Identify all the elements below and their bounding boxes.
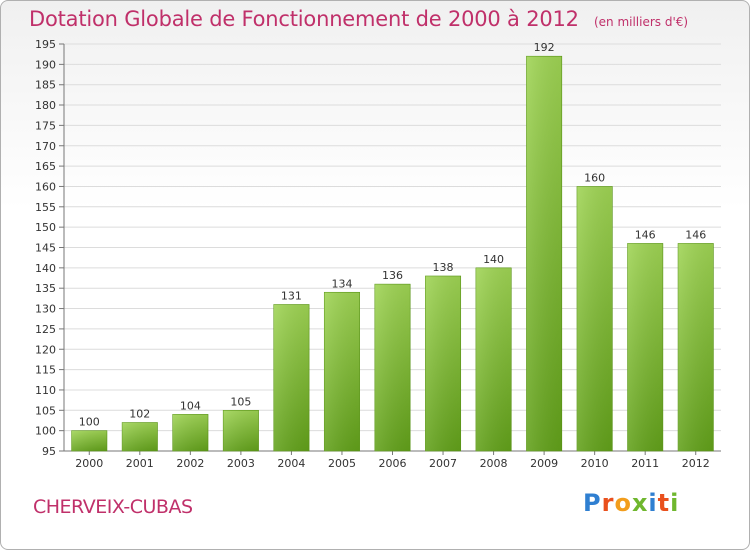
y-tick-label: 135: [35, 282, 56, 295]
logo-letter: t: [657, 489, 671, 517]
x-tick-label-2000: 2000: [75, 457, 103, 470]
x-tick-label-2001: 2001: [126, 457, 154, 470]
x-tick-label-2005: 2005: [328, 457, 356, 470]
x-tick-label-2003: 2003: [227, 457, 255, 470]
value-label-2008: 140: [483, 253, 504, 266]
logo-letter: P: [583, 489, 602, 517]
y-tick-label: 100: [35, 425, 56, 438]
value-label-2004: 131: [281, 289, 302, 302]
y-tick-label: 130: [35, 303, 56, 316]
logo-letter: i: [648, 489, 658, 517]
chart-title: Dotation Globale de Fonctionnement de 20…: [29, 7, 579, 31]
x-tick-label-2012: 2012: [682, 457, 710, 470]
bar-shade-2012: [678, 243, 714, 451]
value-label-2006: 136: [382, 269, 403, 282]
y-tick-label: 120: [35, 343, 56, 356]
bar-shade-2004: [273, 304, 310, 451]
y-tick-label: 170: [35, 140, 56, 153]
y-tick-label: 125: [35, 323, 56, 336]
value-label-2011: 146: [635, 228, 656, 241]
x-tick-label-2004: 2004: [277, 457, 305, 470]
value-label-2007: 138: [433, 261, 454, 274]
x-tick-label-2009: 2009: [530, 457, 558, 470]
value-label-2010: 160: [584, 171, 605, 184]
bar-shade-2009: [526, 56, 562, 452]
value-label-2005: 134: [331, 277, 352, 290]
bar-layer: [71, 55, 714, 452]
logo-letter: r: [601, 489, 615, 517]
x-tick-label-2008: 2008: [480, 457, 508, 470]
bar-shade-2006: [374, 284, 411, 451]
bar-shade-2002: [172, 414, 209, 451]
y-tick-label: 190: [35, 58, 56, 71]
y-tick-label: 110: [35, 384, 56, 397]
bar-shade-2011: [627, 243, 663, 451]
logo-letter: i: [670, 489, 680, 517]
bar-shade-2001: [122, 422, 158, 451]
bar-shade-2003: [223, 410, 259, 451]
bar-shade-2005: [324, 292, 360, 451]
proxiti-logo: Proxiti: [583, 489, 679, 517]
y-tick-label: 155: [35, 201, 56, 214]
bar-shade-2008: [475, 267, 512, 451]
y-tick-label: 180: [35, 99, 56, 112]
y-tick-label: 140: [35, 262, 56, 275]
bar-shade-2000: [71, 430, 107, 451]
y-tick-label: 165: [35, 160, 56, 173]
value-label-2009: 192: [534, 41, 555, 54]
y-tick-label: 195: [35, 38, 56, 51]
x-tick-label-2006: 2006: [379, 457, 407, 470]
y-tick-label: 175: [35, 119, 56, 132]
y-tick-label: 160: [35, 180, 56, 193]
label-layer: 100 102 104 105 131 134 136 138 140 192 160 146 146: [79, 41, 706, 428]
y-tick-label: 115: [35, 364, 56, 377]
x-tick-label-2002: 2002: [176, 457, 204, 470]
logo-letter: x: [631, 489, 649, 517]
x-tick-label-2011: 2011: [631, 457, 659, 470]
value-label-2000: 100: [79, 416, 100, 429]
logo-letter: o: [614, 489, 632, 517]
y-tick-label: 95: [42, 445, 56, 458]
commune-name: CHERVEIX-CUBAS: [33, 496, 193, 518]
bar-shade-2007: [425, 275, 461, 451]
y-tick-label: 145: [35, 242, 56, 255]
bar-shade-2010: [576, 186, 613, 451]
y-tick-label: 105: [35, 404, 56, 417]
x-tick-label-2010: 2010: [581, 457, 609, 470]
value-label-2003: 105: [230, 395, 251, 408]
y-tick-label: 185: [35, 79, 56, 92]
value-label-2012: 146: [685, 228, 706, 241]
title-block: Dotation Globale de Fonctionnement de 20…: [29, 7, 688, 31]
value-label-2002: 104: [180, 399, 201, 412]
chart-subtitle: (en milliers d'€): [593, 15, 689, 29]
x-tick-label-2007: 2007: [429, 457, 457, 470]
y-tick-label: 150: [35, 221, 56, 234]
value-label-2001: 102: [129, 408, 150, 421]
